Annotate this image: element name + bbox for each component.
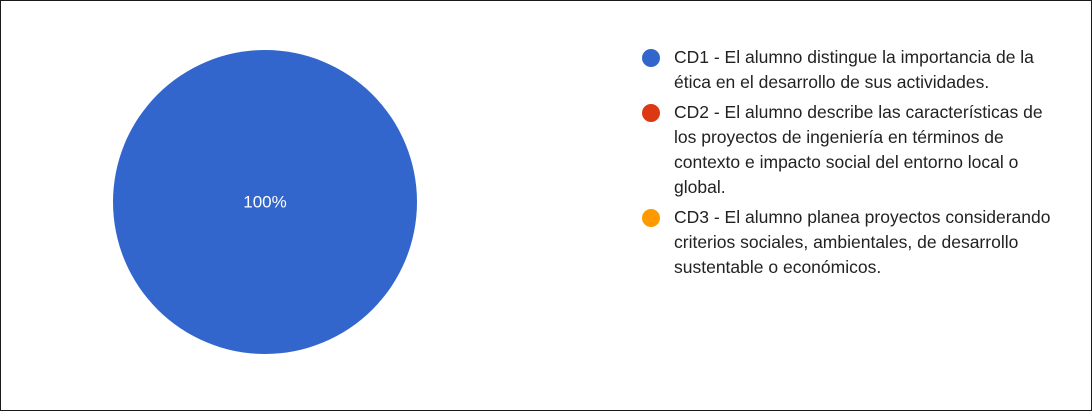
legend-label-cd3: CD3 - El alumno planea proyectos conside… bbox=[674, 207, 1051, 277]
legend-swatch-cd1 bbox=[642, 49, 660, 67]
legend-item-cd3[interactable]: CD3 - El alumno planea proyectos conside… bbox=[642, 205, 1062, 280]
legend-swatch-cd3 bbox=[642, 209, 660, 227]
legend-label-cd1: CD1 - El alumno distingue la importancia… bbox=[674, 47, 1034, 92]
pie-slice-1[interactable] bbox=[113, 50, 417, 354]
chart-legend: CD1 - El alumno distingue la importancia… bbox=[642, 45, 1062, 285]
legend-item-cd2[interactable]: CD2 - El alumno describe las característ… bbox=[642, 100, 1062, 200]
pie-slices bbox=[113, 50, 417, 354]
legend-label-cd2: CD2 - El alumno describe las característ… bbox=[674, 102, 1043, 197]
pie-slice-labels: 100% bbox=[243, 193, 286, 212]
legend-item-cd1[interactable]: CD1 - El alumno distingue la importancia… bbox=[642, 45, 1062, 95]
legend-swatch-cd2 bbox=[642, 104, 660, 122]
pie-slice-label-1: 100% bbox=[243, 193, 286, 212]
